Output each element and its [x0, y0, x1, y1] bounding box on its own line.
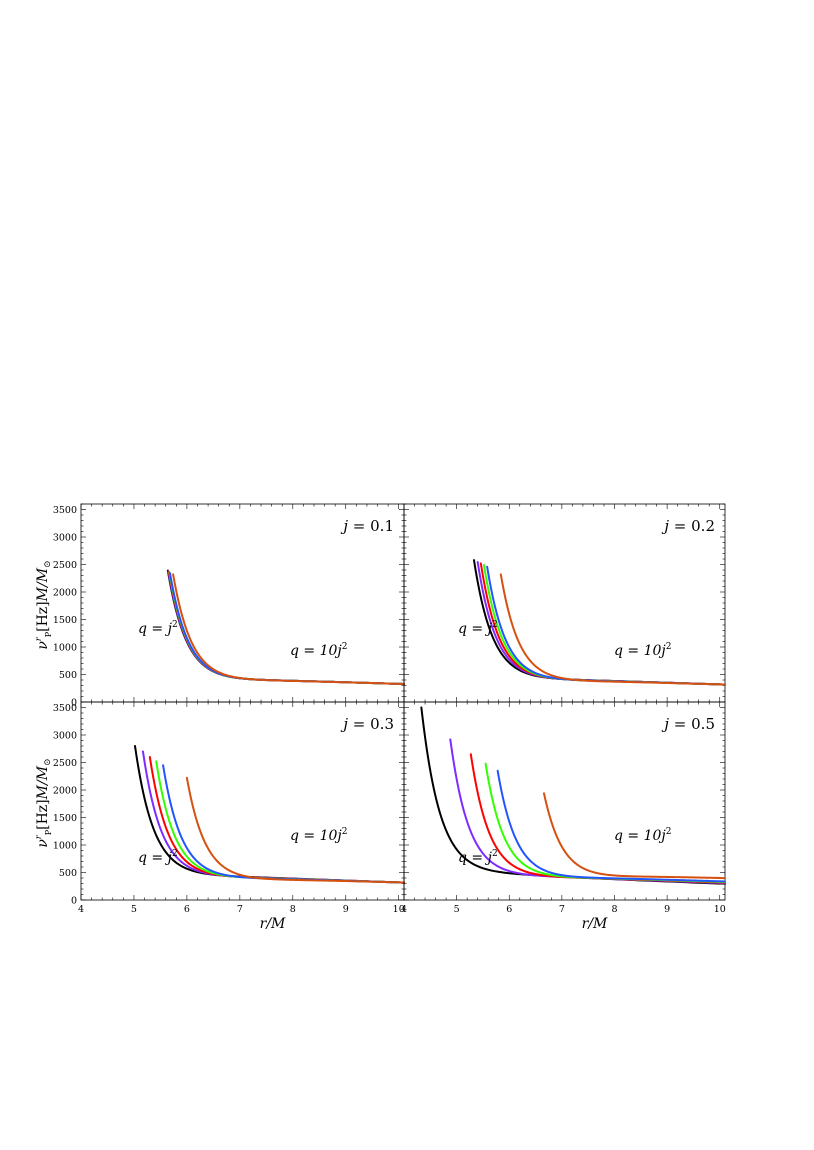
x-tick-label: 6 [506, 904, 512, 915]
panel-label: j = 0.3 [340, 715, 394, 733]
x-axis-title: r/M [260, 916, 286, 932]
series-line [134, 745, 405, 884]
y-tick-label: 3000 [53, 731, 77, 742]
x-axis-title: r/M [582, 916, 608, 932]
panel-label: j = 0.2 [661, 517, 715, 535]
x-tick-label: 10 [393, 904, 405, 915]
series-line [148, 756, 405, 884]
series-line [499, 573, 726, 686]
annotation-q-10j2: q = 10j2 [290, 642, 347, 659]
annotation-q-10j2: q = 10j2 [290, 827, 347, 844]
y-tick-label: 2000 [53, 786, 77, 797]
panel-label: j = 0.5 [661, 715, 715, 733]
series-line [496, 769, 726, 883]
panel-label: j = 0.1 [340, 517, 394, 535]
panel-j-0.5: 4 5 6 7 8 9 10 j = 0.5 q = j2 q = 10j2 r/M [401, 701, 726, 932]
series-line [166, 569, 405, 686]
y-tick-label: 2500 [53, 560, 77, 571]
y-tick-label: 3500 [53, 703, 77, 714]
panel-j-0.2: j = 0.2 q = j2 q = 10j2 [403, 503, 726, 703]
annotation-q-10j2: q = 10j2 [614, 827, 671, 844]
series-line [162, 764, 405, 884]
series-line [476, 561, 726, 686]
series-line [168, 571, 405, 686]
x-tick-label: 10 [714, 904, 726, 915]
series-line [172, 573, 405, 685]
y-tick-label: 3500 [53, 505, 77, 516]
x-tick-label: 6 [184, 904, 190, 915]
y-tick-label: 1500 [53, 615, 77, 626]
annotation-q-j2: q = j2 [138, 849, 178, 866]
y-tick-label: 1500 [53, 813, 77, 824]
y-tick-label: 2000 [53, 588, 77, 599]
annotation-q-j2: q = j2 [138, 620, 178, 637]
x-tick-label: 4 [78, 904, 84, 915]
series-line [155, 760, 405, 884]
x-tick-label: 7 [237, 904, 243, 915]
y-axis-title: νrP[Hz]M/M⊙ [34, 758, 53, 847]
x-tick-label: 9 [664, 904, 670, 915]
x-tick-label: 9 [343, 904, 349, 915]
series-line [167, 570, 405, 686]
series-line [484, 762, 726, 884]
y-tick-label: 0 [71, 698, 77, 709]
y-tick-label: 500 [59, 868, 77, 879]
y-tick-label: 0 [71, 896, 77, 907]
x-tick-label: 5 [131, 904, 137, 915]
series-line [141, 750, 405, 884]
y-axis-title: νrP[Hz]M/M⊙ [34, 560, 53, 649]
y-tick-label: 2500 [53, 758, 77, 769]
x-tick-label: 7 [559, 904, 565, 915]
x-tick-label: 8 [290, 904, 296, 915]
annotation-q-j2: q = j2 [458, 849, 498, 866]
annotation-q-10j2: q = 10j2 [614, 642, 671, 659]
y-tick-label: 500 [59, 670, 77, 681]
x-tick-label: 5 [454, 904, 460, 915]
y-tick-label: 1000 [53, 643, 77, 654]
panel-j-0.3: 0 500 1000 1500 2000 2500 3000 3500 4 5 6 7 8 9 10 j = … [34, 701, 405, 932]
annotation-q-j2: q = j2 [458, 620, 498, 637]
y-tick-label: 3000 [53, 533, 77, 544]
panel-j-0.1: 0 500 1000 1500 2000 2500 3000 3500 j = 0.1 q = j… [34, 503, 405, 709]
x-tick-label: 8 [611, 904, 617, 915]
series-line [542, 792, 726, 880]
series-line [167, 570, 405, 686]
x-tick-label: 4 [401, 904, 407, 915]
series-line [185, 776, 405, 884]
y-tick-label: 1000 [53, 841, 77, 852]
